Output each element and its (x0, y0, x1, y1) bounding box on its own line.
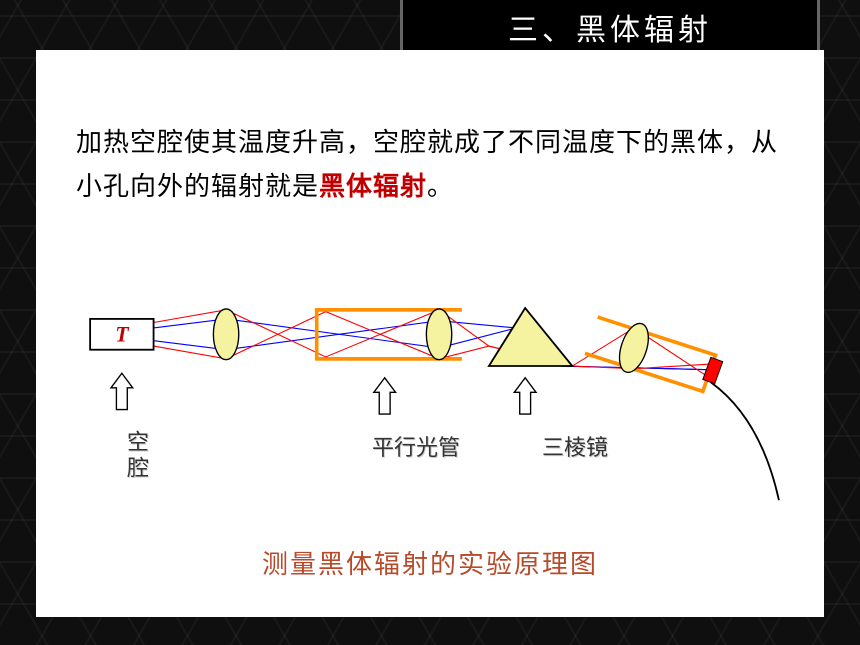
label-collimator: 平行光管 (372, 430, 460, 462)
diagram-svg: T (72, 280, 788, 530)
body-paragraph: 加热空腔使其温度升高，空腔就成了不同温度下的黑体，从小孔向外的辐射就是黑体辐射。 (76, 120, 784, 208)
section-header: 三、黑体辐射 (400, 0, 820, 56)
diagram-caption: 测量黑体辐射的实验原理图 (36, 544, 824, 581)
content-panel: 加热空腔使其温度升高，空腔就成了不同温度下的黑体，从小孔向外的辐射就是黑体辐射。… (36, 50, 824, 617)
label-prism: 三棱镜 (542, 430, 608, 462)
section-title: 三、黑体辐射 (508, 5, 712, 49)
para-post: 。 (427, 171, 454, 201)
experiment-diagram: T 空腔 平行光管 三棱镜 (72, 280, 788, 530)
label-cavity: 空腔 (120, 430, 152, 482)
para-highlight: 黑体辐射 (319, 171, 427, 201)
svg-text:T: T (115, 323, 129, 347)
